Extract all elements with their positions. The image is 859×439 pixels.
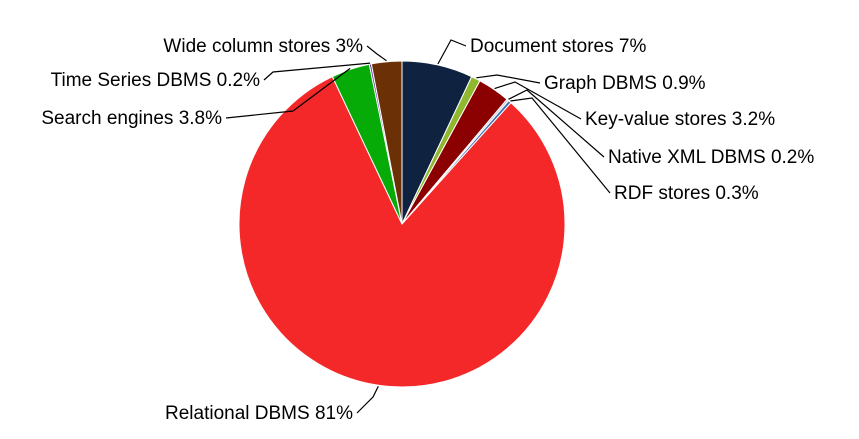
label-key-value-stores: Key-value stores 3.2% (585, 109, 775, 130)
label-document-stores: Document stores 7% (470, 36, 646, 57)
label-time-series-dbms: Time Series DBMS 0.2% (51, 70, 261, 91)
label-relational-dbms: Relational DBMS 81% (165, 403, 353, 424)
slice-relational-dbms (238, 75, 566, 388)
leader-line-relational-dbms (356, 386, 379, 414)
leader-line-wide-column-stores (366, 45, 387, 62)
slice-wide-column-stores (370, 60, 403, 225)
leader-line-search-engines (225, 67, 351, 119)
leader-line-native-xml-dbms (508, 89, 605, 158)
leader-line-graph-dbms (476, 74, 541, 84)
label-graph-dbms: Graph DBMS 0.9% (544, 73, 706, 94)
label-rdf-stores: RDF stores 0.3% (614, 183, 759, 204)
label-native-xml-dbms: Native XML DBMS 0.2% (608, 147, 814, 168)
leader-line-rdf-stores (510, 97, 611, 194)
label-wide-column-stores: Wide column stores 3% (163, 36, 363, 57)
leader-line-time-series-dbms (263, 62, 371, 81)
label-search-engines: Search engines 3.8% (41, 108, 222, 129)
leader-lines (225, 39, 611, 414)
leader-line-key-value-stores (494, 81, 582, 120)
slice-labels: Document stores 7% Graph DBMS 0.9% Key-val… (41, 36, 814, 424)
pie-slices (238, 60, 566, 388)
leader-line-document-stores (437, 39, 467, 65)
